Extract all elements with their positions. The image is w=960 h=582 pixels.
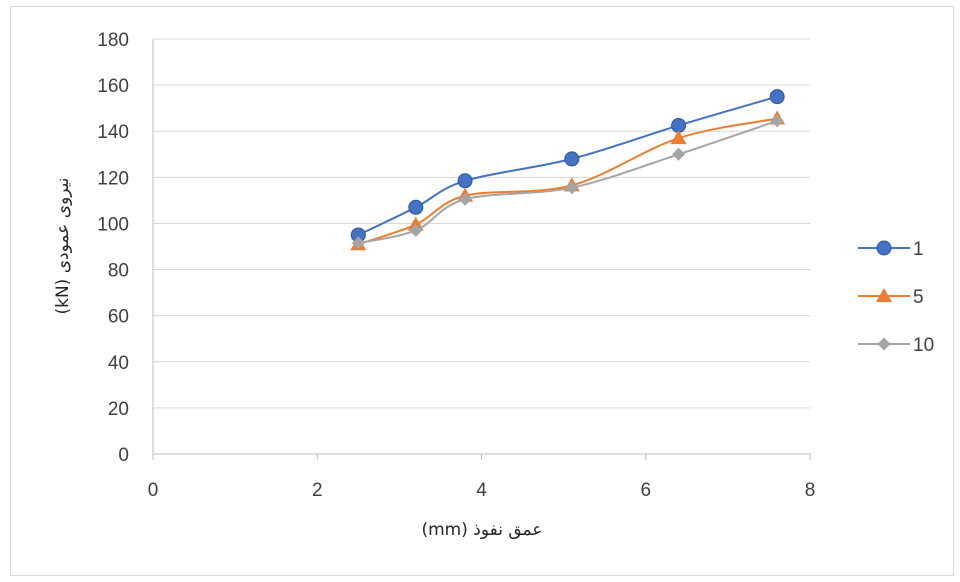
x-tick-label: 2 (312, 480, 323, 501)
y-tick-label: 40 (108, 353, 129, 374)
y-tick-label: 60 (108, 307, 129, 328)
legend-label: 1 (913, 239, 924, 260)
legend-label: 10 (913, 335, 934, 356)
data-point-marker (770, 114, 784, 128)
series-1 (350, 89, 785, 243)
series-line (357, 95, 778, 236)
y-tick-label: 140 (97, 122, 129, 143)
data-point-marker (408, 199, 424, 215)
legend-marker (876, 240, 892, 256)
series-group (350, 89, 786, 251)
data-point-marker (407, 216, 424, 231)
legend-item-1[interactable]: 1 (858, 239, 924, 260)
y-tick-label: 120 (97, 168, 129, 189)
y-tick-label: 180 (97, 30, 129, 51)
x-tick-label: 6 (640, 480, 651, 501)
legend-item-5[interactable]: 5 (858, 287, 924, 308)
x-tick-label: 0 (148, 480, 159, 501)
data-point-marker (409, 223, 423, 237)
data-point-marker (351, 236, 365, 250)
y-tick-label: 20 (108, 399, 129, 420)
data-point-marker (670, 130, 687, 145)
chart-frame (10, 6, 954, 576)
x-tick-label: 8 (805, 480, 816, 501)
y-tick-label: 0 (118, 445, 129, 466)
y-tick-label: 100 (97, 214, 129, 235)
series-line (357, 117, 778, 246)
y-axis-title: نیروی عمودی (kN) (53, 177, 73, 314)
gridlines (153, 38, 810, 409)
legend-label: 5 (913, 287, 924, 308)
data-point-marker (769, 89, 785, 105)
y-tick-label: 80 (108, 261, 129, 282)
legend-marker (877, 337, 891, 351)
x-tick-label: 4 (476, 480, 487, 501)
data-point-marker (457, 173, 473, 189)
x-axis-title: عمق نفوذ (mm) (421, 520, 542, 540)
axes: 0 20 40 60 80 100 120 140 160 180 0 2 4 6 8 (97, 30, 815, 501)
y-tick-label: 160 (97, 76, 129, 97)
data-point-marker (672, 147, 686, 161)
data-point-marker (458, 192, 472, 206)
data-point-marker (564, 151, 580, 167)
series-10 (351, 114, 784, 250)
legend-marker (876, 288, 892, 302)
data-point-marker (565, 181, 579, 195)
legend-item-10[interactable]: 10 (858, 335, 934, 356)
series-line (358, 119, 778, 245)
